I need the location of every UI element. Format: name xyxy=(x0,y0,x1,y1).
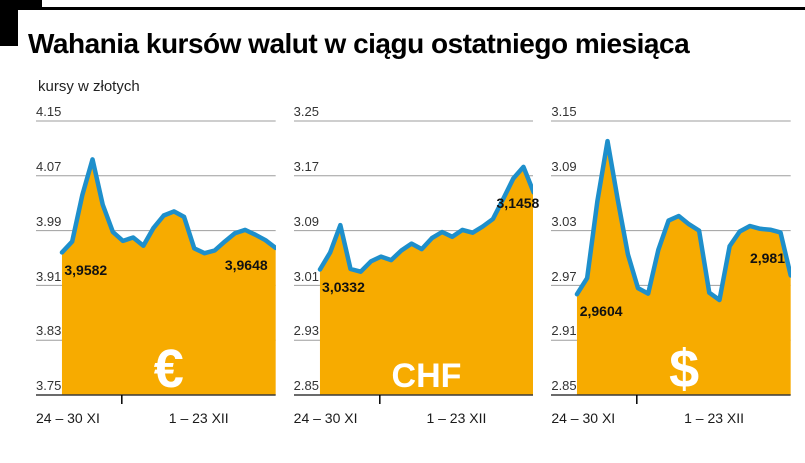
corner-mark-top xyxy=(0,0,42,10)
x-axis-eur: 24 – 30 XI 1 – 23 XII xyxy=(36,405,276,431)
y-tick-label: 3.99 xyxy=(36,213,62,229)
currency-symbol-chf: CHF xyxy=(391,357,462,396)
x-axis-usd: 24 – 30 XI 1 – 23 XII xyxy=(551,405,791,431)
y-tick-label: 3.75 xyxy=(36,378,62,394)
area-fill-usd xyxy=(577,141,792,396)
charts-row: 4.15 4.07 3.99 3.91 3.83 3.75 3,9582 3,9648 €24 … xyxy=(0,95,805,431)
y-tick-label: 3.25 xyxy=(293,104,319,120)
x-axis-label-period1: 24 – 30 XI xyxy=(293,410,358,427)
y-tick-label: 3.17 xyxy=(293,158,319,174)
y-tick-label: 3.01 xyxy=(293,268,319,284)
y-tick-label: 3.15 xyxy=(551,104,577,120)
y-tick-label: 2.91 xyxy=(551,323,577,339)
page-title: Wahania kursów walut w ciągu ostatniego … xyxy=(28,28,690,59)
subtitle: kursy w złotych xyxy=(38,78,140,96)
rate-line-chf xyxy=(320,167,534,272)
area-fill-chf xyxy=(319,167,534,396)
start-value-label: 3,0332 xyxy=(322,278,365,295)
y-tick-label: 2.93 xyxy=(293,323,319,339)
top-rule xyxy=(0,7,805,10)
end-value-label: 3,9648 xyxy=(224,257,268,274)
y-tick-label: 2.85 xyxy=(293,378,319,394)
y-tick-label: 3.03 xyxy=(551,213,577,229)
x-axis-label-period1: 24 – 30 XI xyxy=(551,410,616,427)
y-tick-label: 4.15 xyxy=(36,104,62,120)
x-axis-label-period1: 24 – 30 XI xyxy=(36,410,100,427)
chart-svg-usd xyxy=(551,105,792,405)
start-value-label: 3,9582 xyxy=(64,261,108,278)
area-fill-eur xyxy=(61,159,276,396)
header: Wahania kursów walut w ciągu ostatniego … xyxy=(0,0,805,95)
currency-symbol-usd: $ xyxy=(669,338,700,399)
y-tick-label: 3.09 xyxy=(551,158,577,174)
plot-area-chf: 3.25 3.17 3.09 3.01 2.93 2.85 3,0332 3,1458 CHF xyxy=(293,104,539,405)
end-value-label: 3,1458 xyxy=(496,194,540,211)
chart-panel-eur: 4.15 4.07 3.99 3.91 3.83 3.75 3,9582 3,9648 €24 … xyxy=(36,105,276,431)
x-axis-label-period2: 1 – 23 XII xyxy=(684,410,745,427)
y-tick-label: 3.09 xyxy=(293,213,319,229)
y-tick-label: 3.91 xyxy=(36,268,62,284)
chart-svg-chf xyxy=(294,105,534,405)
x-axis-label-period2: 1 – 23 XII xyxy=(426,410,487,427)
y-tick-label: 3.83 xyxy=(36,323,62,339)
chart-panel-usd: 3.15 3.09 3.03 2.97 2.91 2.85 2,9604 2,981 $24 –… xyxy=(551,104,792,431)
plot-area-usd: 3.15 3.09 3.03 2.97 2.91 2.85 2,9604 2,981 $ xyxy=(551,104,792,405)
corner-mark xyxy=(0,0,18,46)
y-tick-label: 2.97 xyxy=(551,268,577,284)
end-value-label: 2,981 xyxy=(749,249,786,266)
rate-line-eur xyxy=(62,160,276,254)
start-value-label: 2,9604 xyxy=(579,303,623,320)
x-axis-label-period2: 1 – 23 XII xyxy=(168,410,229,427)
x-axis-chf: 24 – 30 XI 1 – 23 XII xyxy=(294,405,534,431)
chart-svg-eur xyxy=(36,105,276,405)
y-tick-label: 4.07 xyxy=(36,158,62,174)
chart-panel-chf: 3.25 3.17 3.09 3.01 2.93 2.85 3,0332 3,1458 CHF 2… xyxy=(293,104,539,431)
currency-symbol-eur: € xyxy=(153,338,184,399)
y-tick-label: 2.85 xyxy=(551,378,577,394)
rate-line-usd xyxy=(577,141,791,300)
plot-area-eur: 4.15 4.07 3.99 3.91 3.83 3.75 3,9582 3,9648 € xyxy=(36,105,276,405)
